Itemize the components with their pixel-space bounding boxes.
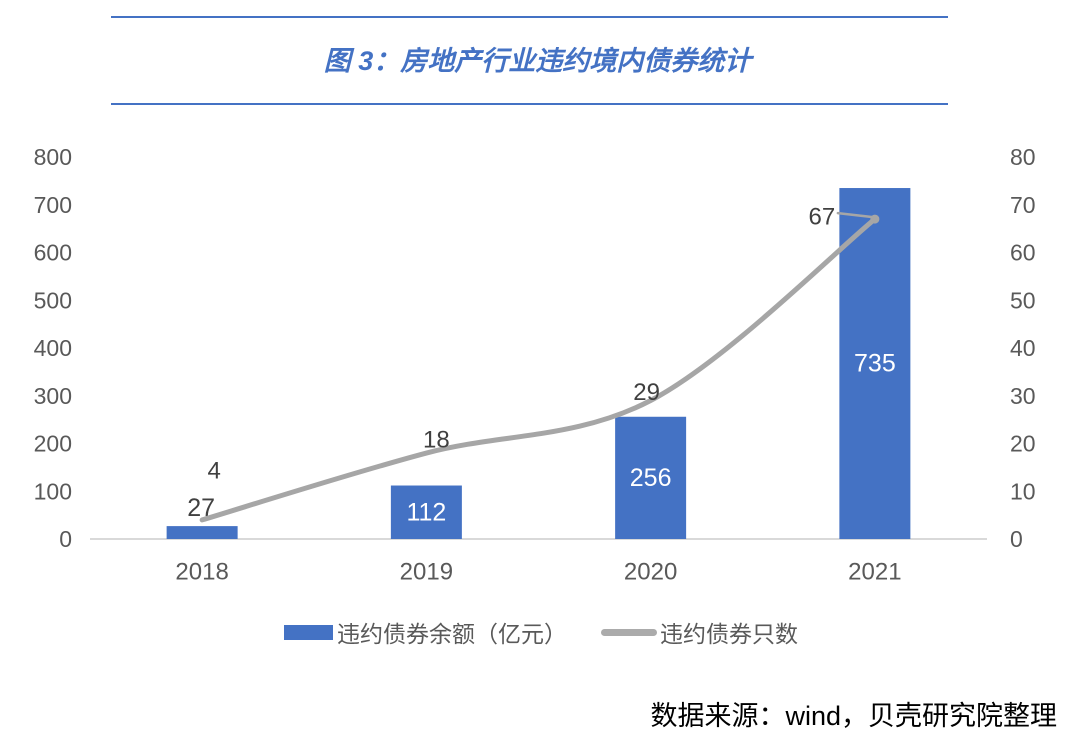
right-axis-tick-40: 40	[1010, 335, 1036, 361]
left-axis-tick-0: 0	[59, 526, 72, 552]
figure-title: 图 3：房地产行业违约境内债券统计	[323, 46, 752, 76]
left-axis-tick-200: 200	[34, 431, 72, 457]
left-axis-tick-700: 700	[34, 192, 72, 218]
right-axis-tick-70: 70	[1010, 192, 1036, 218]
title-divider-bottom	[111, 103, 948, 105]
line-label-leader	[836, 211, 875, 219]
right-axis-tick-10: 10	[1010, 478, 1036, 504]
line-series-swatch	[601, 628, 657, 636]
line-series	[199, 216, 878, 523]
line-value-label-2020: 29	[633, 379, 660, 406]
line-value-label-2018: 4	[207, 457, 220, 484]
right-axis-tick-60: 60	[1010, 240, 1036, 266]
right-axis-tick-50: 50	[1010, 287, 1036, 313]
data-source-note: 数据来源：wind，贝壳研究院整理	[650, 701, 1057, 731]
right-axis-tick-80: 80	[1010, 144, 1036, 170]
left-axis-tick-100: 100	[34, 478, 72, 504]
bar-value-label-2019: 112	[406, 498, 446, 526]
legend-label-bond-count: 违约债券只数	[660, 621, 798, 647]
left-axis-tick-400: 400	[34, 335, 72, 361]
left-axis-tick-300: 300	[34, 383, 72, 409]
legend-label-bond-balance: 违约债券余额（亿元）	[337, 621, 567, 647]
bar-2018	[166, 526, 238, 539]
bar-2021	[839, 188, 911, 539]
bar-value-label-2021: 735	[854, 350, 896, 378]
bar-series-swatch	[284, 624, 333, 640]
left-axis-tick-500: 500	[34, 287, 72, 313]
line-end-marker	[870, 214, 880, 224]
x-axis-label-2021: 2021	[848, 559, 901, 586]
right-axis-tick-30: 30	[1010, 383, 1036, 409]
legend-item-bond-count: 违约债券只数	[601, 621, 798, 647]
right-axis-tick-20: 20	[1010, 431, 1036, 457]
right-axis-tick-0: 0	[1010, 526, 1023, 552]
title-divider-top	[111, 16, 948, 18]
bar-value-label-2020: 256	[630, 464, 672, 492]
left-axis-tick-800: 800	[34, 144, 72, 170]
x-axis-label-2020: 2020	[624, 559, 677, 586]
line-value-label-2021: 67	[809, 204, 836, 231]
left-axis-tick-600: 600	[34, 240, 72, 266]
x-axis-label-2018: 2018	[175, 559, 228, 586]
x-axis-label-2019: 2019	[400, 559, 453, 586]
line-value-label-2019: 18	[423, 427, 450, 454]
bar-2019	[390, 485, 462, 539]
bar-2020	[615, 416, 687, 539]
legend-item-bond-balance: 违约债券余额（亿元）	[284, 621, 567, 647]
